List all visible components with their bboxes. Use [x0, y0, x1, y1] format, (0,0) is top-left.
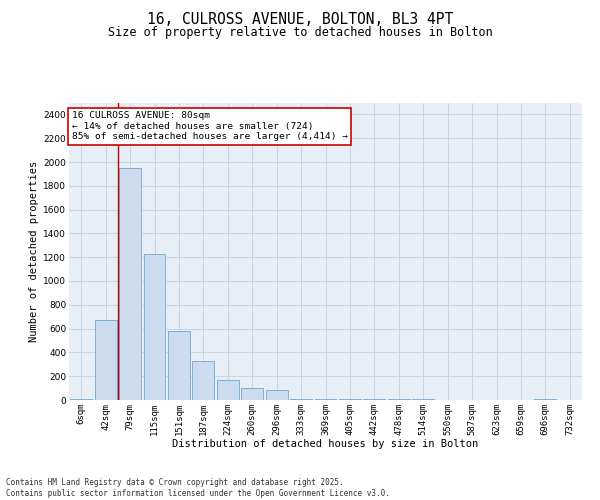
Y-axis label: Number of detached properties: Number of detached properties: [29, 160, 39, 342]
Text: Contains HM Land Registry data © Crown copyright and database right 2025.
Contai: Contains HM Land Registry data © Crown c…: [6, 478, 390, 498]
Bar: [95, 320, 116, 400]
Bar: [217, 380, 239, 400]
Bar: [266, 390, 287, 400]
Bar: [314, 399, 337, 400]
Bar: [241, 388, 263, 400]
Text: 16 CULROSS AVENUE: 80sqm
← 14% of detached houses are smaller (724)
85% of semi-: 16 CULROSS AVENUE: 80sqm ← 14% of detach…: [71, 112, 347, 141]
Text: Size of property relative to detached houses in Bolton: Size of property relative to detached ho…: [107, 26, 493, 39]
Text: 16, CULROSS AVENUE, BOLTON, BL3 4PT: 16, CULROSS AVENUE, BOLTON, BL3 4PT: [147, 12, 453, 28]
X-axis label: Distribution of detached houses by size in Bolton: Distribution of detached houses by size …: [172, 439, 479, 449]
Bar: [290, 399, 312, 400]
Bar: [119, 168, 141, 400]
Bar: [168, 331, 190, 400]
Bar: [193, 360, 214, 400]
Bar: [143, 254, 166, 400]
